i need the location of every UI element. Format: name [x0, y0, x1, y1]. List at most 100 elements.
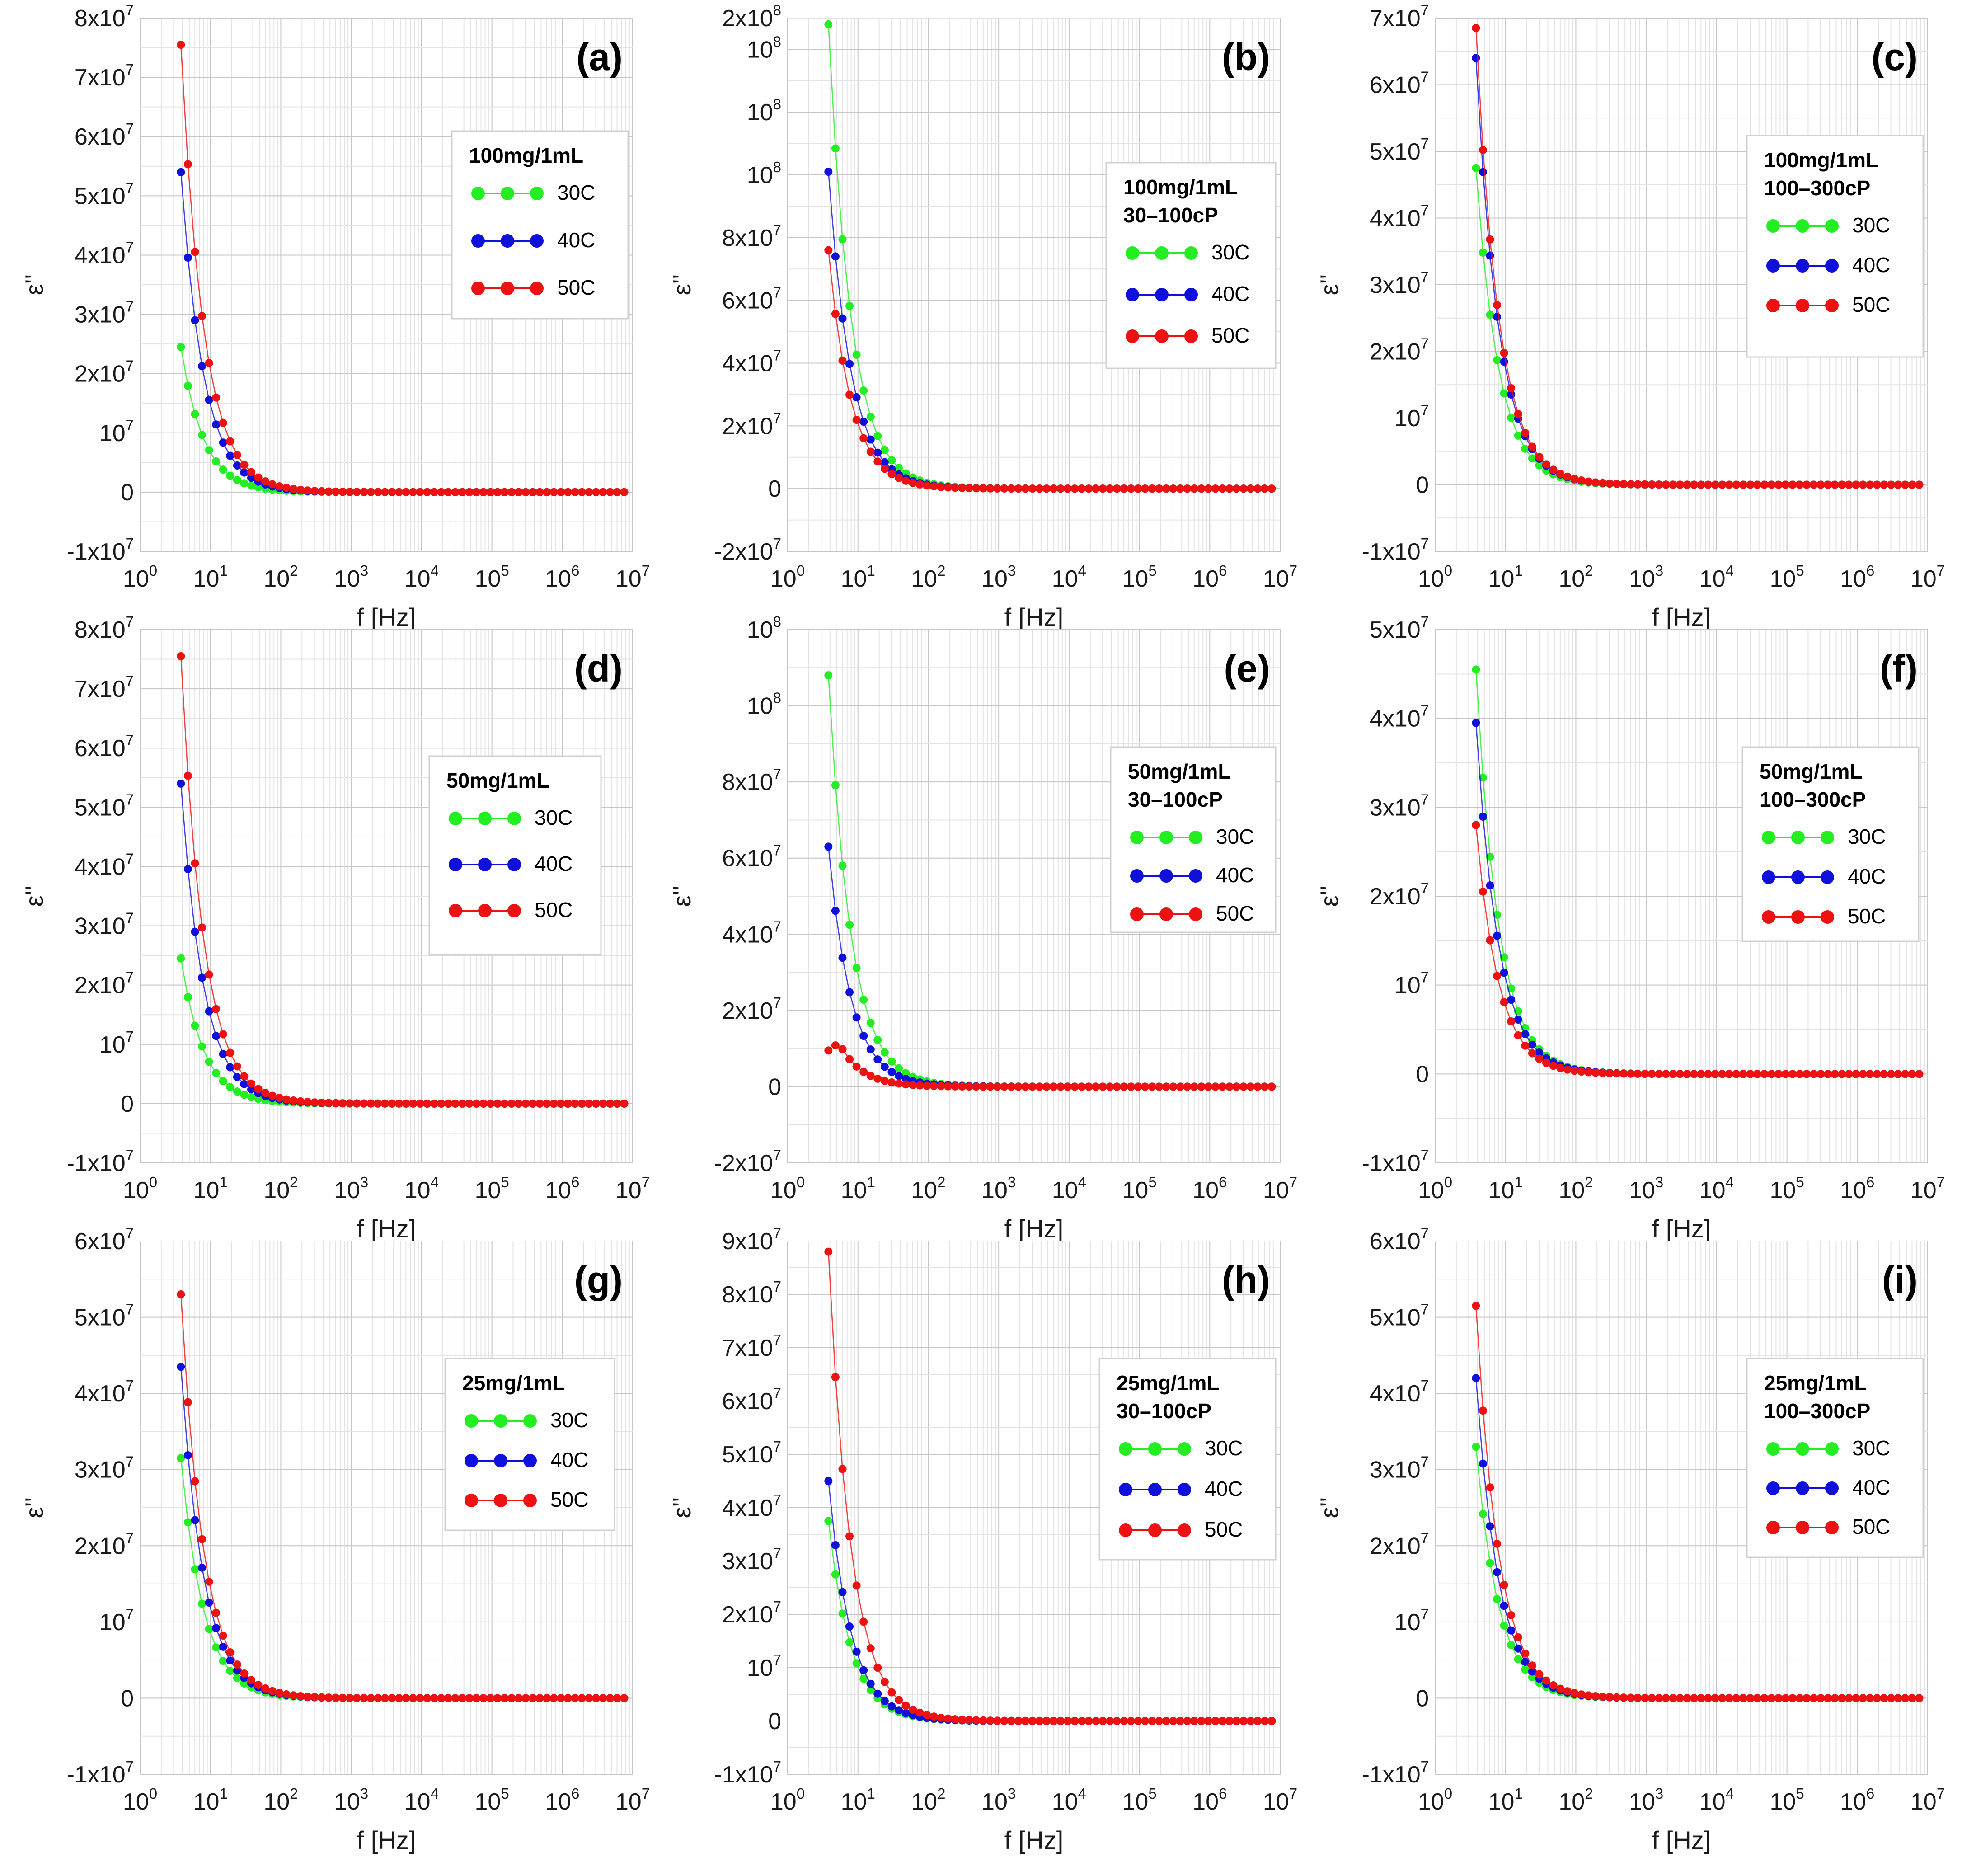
data-point — [873, 457, 882, 466]
y-tick-label: 108 — [747, 613, 781, 643]
data-point — [240, 1072, 249, 1081]
data-point — [1225, 1082, 1234, 1091]
data-point — [887, 1068, 896, 1077]
y-tick-label: 2x107 — [1370, 880, 1429, 910]
data-point — [859, 1032, 868, 1040]
legend-marker-50C — [1148, 1523, 1162, 1537]
data-point — [606, 488, 615, 496]
x-tick-label: 106 — [545, 1785, 579, 1815]
data-point — [1253, 1717, 1262, 1725]
data-point — [986, 1716, 995, 1725]
y-tick-label: -2x107 — [714, 1147, 781, 1176]
data-point — [1662, 480, 1670, 489]
data-point — [1014, 484, 1023, 493]
x-tick-label: 107 — [1910, 1785, 1945, 1815]
data-point — [838, 1588, 847, 1596]
data-point — [1183, 484, 1192, 493]
panel-label: (e) — [1224, 647, 1270, 690]
x-tick-label: 107 — [615, 1785, 650, 1815]
data-point — [1732, 1070, 1741, 1078]
legend-marker-50C — [1796, 1521, 1809, 1534]
data-point — [212, 1643, 221, 1652]
legend-marker-30C — [1791, 831, 1805, 844]
legend-title: 50mg/1mL — [1760, 760, 1863, 783]
data-point — [1542, 1058, 1551, 1067]
chart-panel-c: -1x107 0 107 2x107 3x107 4x107 5x107 6x107 7x107… — [1295, 0, 1945, 631]
data-point — [1472, 24, 1480, 33]
data-point — [986, 484, 995, 493]
y-tick-label: 5x107 — [75, 791, 134, 821]
data-point — [528, 488, 537, 496]
legend-marker-50C — [1796, 299, 1809, 312]
legend-entry-40C: 40C — [557, 228, 595, 252]
data-point — [1633, 1069, 1642, 1078]
x-tick-label: 105 — [474, 1785, 509, 1815]
data-point — [852, 1659, 861, 1668]
data-point — [1901, 480, 1910, 489]
data-point — [1676, 1070, 1684, 1078]
data-point — [923, 1711, 931, 1719]
data-point — [1746, 480, 1755, 489]
data-point — [1535, 461, 1544, 470]
y-tick-label: 107 — [99, 417, 134, 447]
data-point — [254, 483, 263, 492]
data-point — [1493, 301, 1502, 309]
data-point — [240, 1091, 249, 1099]
legend-entry-50C: 50C — [1852, 1515, 1890, 1538]
legend-title: 30–100cP — [1128, 788, 1223, 811]
y-tick-label: 4x107 — [722, 1491, 781, 1521]
data-point — [402, 488, 410, 496]
data-point — [1077, 1082, 1086, 1091]
data-point — [423, 1694, 432, 1702]
legend-marker-40C — [449, 858, 462, 871]
y-tick-label: 108 — [747, 159, 781, 188]
data-point — [198, 1563, 207, 1572]
data-point — [409, 488, 418, 496]
data-point — [571, 488, 579, 496]
legend-marker-30C — [501, 187, 514, 200]
data-point — [247, 1085, 256, 1094]
x-tick-label: 100 — [1418, 562, 1452, 592]
y-tick-label: 107 — [99, 1028, 134, 1058]
y-tick-label: 5x107 — [75, 1301, 134, 1331]
data-point — [233, 1062, 241, 1071]
data-point — [1697, 1694, 1705, 1702]
data-point — [1528, 1667, 1536, 1676]
data-point — [1809, 1694, 1818, 1702]
data-point — [1584, 477, 1593, 486]
y-axis-title: ε'' — [1315, 886, 1343, 907]
data-point — [212, 1032, 221, 1040]
data-point — [191, 1516, 199, 1524]
data-point — [859, 418, 868, 426]
data-point — [873, 432, 882, 440]
data-point — [557, 488, 565, 496]
data-point — [613, 1099, 621, 1108]
data-point — [1472, 821, 1480, 829]
data-point — [944, 483, 953, 492]
data-point — [1690, 1694, 1699, 1702]
data-point — [1500, 998, 1508, 1006]
data-point — [240, 479, 249, 488]
x-tick-label: 100 — [770, 1174, 805, 1204]
data-point — [838, 1045, 847, 1053]
x-tick-label: 103 — [981, 562, 1016, 592]
data-point — [275, 482, 284, 491]
x-tick-label: 103 — [981, 1785, 1016, 1815]
data-point — [895, 1072, 903, 1080]
data-point — [1859, 1070, 1867, 1078]
data-point — [838, 235, 847, 244]
data-point — [289, 485, 298, 494]
data-point — [205, 1598, 213, 1607]
x-tick-label: 103 — [1629, 1174, 1663, 1204]
data-point — [233, 476, 241, 484]
legend-marker-50C — [478, 904, 492, 917]
data-point — [1823, 1694, 1832, 1702]
data-point — [1753, 1070, 1762, 1078]
y-tick-label: 6x107 — [722, 1385, 781, 1415]
data-point — [866, 447, 875, 456]
data-point — [226, 451, 235, 460]
series-50C — [824, 1247, 1276, 1725]
data-point — [571, 1099, 579, 1108]
data-point — [493, 1694, 502, 1702]
data-point — [282, 1095, 291, 1104]
